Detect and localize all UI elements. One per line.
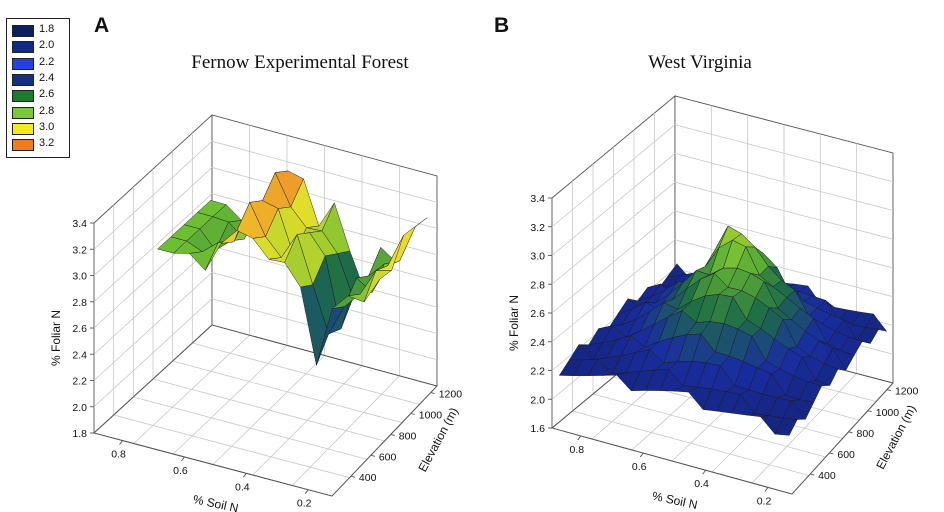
- x-tick: [702, 469, 706, 475]
- x-tick-label: 0.8: [111, 449, 126, 461]
- x-tick: [119, 440, 123, 445]
- legend-swatch: [12, 122, 34, 135]
- y-tick-label: 600: [837, 449, 855, 461]
- legend-swatch: [12, 41, 34, 54]
- panel-b-chart: 1.6 2.0 2.2 2.4 2.6 2.8 3.0 3.2 3.4 0.8 0.6 0.4 0.2 4…: [507, 95, 919, 512]
- x-axis-title: % Soil N: [651, 489, 699, 512]
- panel-b-title: West Virginia: [648, 52, 752, 73]
- legend-swatch: [12, 57, 34, 70]
- y-tick-label: 800: [857, 428, 875, 440]
- panel-a-letter: A: [94, 14, 110, 37]
- y-tick: [886, 389, 892, 392]
- z-tick-label: 1.6: [530, 423, 545, 435]
- floor-gridline: [192, 342, 420, 405]
- z-tick-label: 2.6: [530, 308, 545, 320]
- z-tick-label: 2.8: [530, 279, 545, 291]
- z-tick-label: 2.0: [72, 402, 87, 414]
- x-axis-line: [93, 432, 333, 497]
- y-tick-label: 1200: [439, 389, 463, 401]
- x-tick-label: 0.6: [173, 465, 188, 477]
- z-tick-label: 2.2: [72, 376, 87, 388]
- y-tick: [430, 392, 435, 395]
- z-tick-label: 1.8: [72, 428, 87, 440]
- x-axis-title: % Soil N: [192, 492, 240, 512]
- y-axis-line: [791, 382, 894, 495]
- z-axis-title: % Foliar N: [49, 310, 63, 366]
- x-tick-label: 0.8: [569, 444, 584, 456]
- x-tick: [577, 435, 582, 441]
- x-tick: [181, 456, 185, 462]
- x-tick: [639, 452, 644, 458]
- legend-swatch: [12, 25, 34, 37]
- z-tick-label: 3.2: [530, 222, 545, 234]
- x-tick: [764, 487, 769, 492]
- x-tick-label: 0.4: [235, 481, 250, 493]
- z-tick-label: 2.4: [72, 349, 87, 361]
- z-tick-label: 2.4: [530, 337, 545, 349]
- y-tick-label: 600: [379, 451, 397, 463]
- x-tick-label: 0.6: [632, 461, 647, 473]
- floor-gridline: [252, 365, 363, 476]
- floor-gridline: [292, 375, 400, 486]
- x-tick-label: 0.4: [694, 478, 709, 490]
- y-tick: [410, 413, 415, 415]
- z-tick-label: 3.4: [530, 193, 545, 205]
- y-tick: [350, 475, 356, 478]
- z-axis-title: % Foliar N: [507, 295, 521, 351]
- z-tick-label: 3.0: [72, 271, 87, 283]
- y-tick-label: 400: [818, 470, 836, 482]
- legend-label: 2.8: [39, 104, 55, 117]
- legend-swatch: [12, 139, 34, 152]
- legend-swatch: [12, 73, 34, 86]
- legend-label: 2.0: [39, 39, 55, 52]
- legend-swatch: [12, 106, 34, 119]
- y-tick: [370, 454, 375, 457]
- floor-gridline: [152, 378, 385, 442]
- x-axis-line: [551, 427, 793, 495]
- z-tick-label: 2.0: [530, 394, 545, 406]
- x-tick: [242, 473, 247, 478]
- y-tick-label: 800: [399, 430, 417, 442]
- legend-label: 1.8: [39, 23, 55, 35]
- z-tick-label: 2.6: [72, 323, 87, 335]
- z-tick-label: 3.2: [72, 244, 87, 256]
- x-tick: [304, 489, 309, 494]
- legend-label: 2.4: [39, 71, 55, 84]
- y-tick: [848, 431, 853, 434]
- y-tick-label: 1000: [876, 407, 900, 419]
- y-tick: [867, 410, 872, 413]
- x-tick-label: 0.2: [297, 498, 312, 510]
- legend-label: 3.2: [39, 137, 55, 150]
- panel-b-letter: B: [494, 14, 510, 37]
- y-tick-label: 400: [359, 472, 377, 484]
- y-tick: [390, 433, 395, 436]
- z-tick-label: 2.8: [72, 297, 87, 309]
- z-tick-label: 3.0: [530, 251, 545, 263]
- color-legend: 1.8 2.0 2.2 2.4 2.6 2.8 3.0 3.2: [6, 18, 70, 158]
- z-tick-label: 2.2: [530, 366, 545, 378]
- y-tick: [829, 452, 834, 455]
- panel-a-title: Fernow Experimental Forest: [191, 52, 409, 73]
- y-tick-label: 1000: [419, 410, 443, 422]
- x-tick-label: 0.2: [757, 495, 772, 507]
- y-tick-label: 1200: [895, 386, 919, 398]
- legend-swatch: [12, 90, 34, 103]
- z-tick-label: 3.4: [72, 218, 87, 230]
- panel-a-chart: 1.8 2.0 2.2 2.4 2.6 2.8 3.0 3.2 3.4 0.8 0.6 0.4 0.2 4…: [49, 113, 463, 512]
- legend-label: 2.2: [39, 55, 55, 68]
- floor-gridline: [172, 360, 403, 424]
- y-tick: [810, 473, 815, 476]
- surface-patch: [363, 270, 393, 303]
- legend-label: 2.6: [39, 88, 55, 101]
- legend-label: 3.0: [39, 120, 55, 133]
- surface-patch: [774, 417, 798, 436]
- y-axis-line: [331, 385, 438, 497]
